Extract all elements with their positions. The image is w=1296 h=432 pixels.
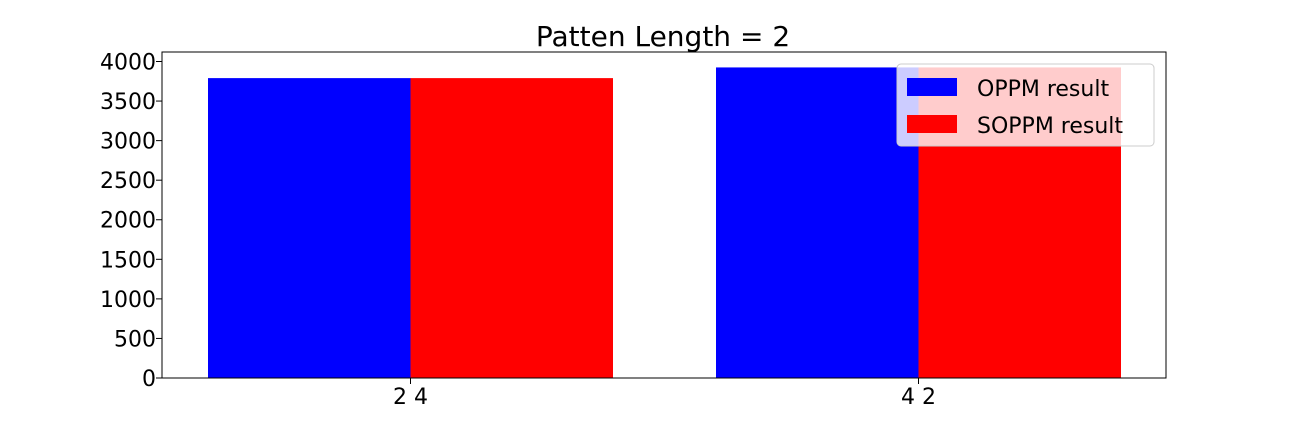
y-tick-label: 3500 bbox=[100, 90, 156, 115]
y-tick-label: 1000 bbox=[100, 288, 156, 313]
y-tick-label: 500 bbox=[114, 327, 156, 352]
y-tick-label: 2000 bbox=[100, 209, 156, 234]
y-axis: 0 500 1000 1500 2000 2500 3000 3500 4000 bbox=[100, 50, 162, 392]
x-axis: 2 4 4 2 bbox=[393, 378, 936, 410]
bar-oppm-result-0 bbox=[208, 78, 411, 379]
bar-oppm-result-1 bbox=[716, 67, 919, 378]
y-tick-label: 1500 bbox=[100, 248, 156, 273]
y-tick-label: 0 bbox=[142, 367, 156, 392]
legend-label: SOPPM result bbox=[977, 114, 1123, 139]
bar-soppm-result-0 bbox=[410, 78, 613, 379]
x-tick-label: 4 2 bbox=[901, 385, 936, 410]
legend-label: OPPM result bbox=[977, 77, 1109, 102]
y-tick-label: 3000 bbox=[100, 130, 156, 155]
legend-swatch bbox=[907, 78, 957, 96]
plot-area-frame bbox=[161, 51, 1167, 379]
x-tick-label: 2 4 bbox=[393, 385, 428, 410]
y-tick-label: 2500 bbox=[100, 169, 156, 194]
chart-title: Patten Length = 2 bbox=[536, 20, 790, 53]
y-tick-label: 4000 bbox=[100, 50, 156, 75]
legend: OPPM result SOPPM result bbox=[896, 63, 1155, 147]
legend-swatch bbox=[907, 115, 957, 133]
legend-box bbox=[896, 63, 1155, 147]
